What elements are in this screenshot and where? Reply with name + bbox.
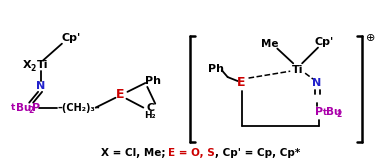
Text: 2: 2 [28, 106, 33, 115]
Text: , Cp' = Cp, Cp*: , Cp' = Cp, Cp* [215, 148, 300, 158]
Text: ⊕: ⊕ [366, 33, 375, 43]
Text: E: E [116, 88, 125, 101]
Text: Ti: Ti [291, 65, 303, 75]
Text: C: C [146, 103, 154, 113]
Text: X: X [23, 60, 32, 70]
Text: Ph: Ph [145, 76, 161, 86]
Text: N: N [36, 81, 46, 91]
Text: Ti: Ti [37, 60, 49, 70]
Text: N: N [312, 78, 322, 88]
Text: P: P [32, 103, 40, 113]
Text: –(CH₂)₃–: –(CH₂)₃– [58, 103, 101, 113]
Text: t: t [322, 108, 327, 117]
Text: 2: 2 [337, 110, 342, 119]
Text: E: E [237, 77, 246, 89]
Text: Me: Me [260, 39, 278, 49]
Text: 2: 2 [31, 64, 36, 73]
Text: Cp': Cp' [314, 37, 334, 47]
Text: t: t [11, 103, 16, 112]
Text: E = O, S: E = O, S [168, 148, 215, 158]
Text: H₂: H₂ [144, 111, 156, 120]
Text: X = Cl, Me;: X = Cl, Me; [101, 148, 169, 158]
Text: Cp': Cp' [61, 33, 81, 43]
Text: Ph: Ph [208, 64, 224, 74]
Text: Bu: Bu [16, 103, 32, 113]
Text: P: P [315, 107, 323, 117]
Text: Bu: Bu [326, 107, 341, 117]
